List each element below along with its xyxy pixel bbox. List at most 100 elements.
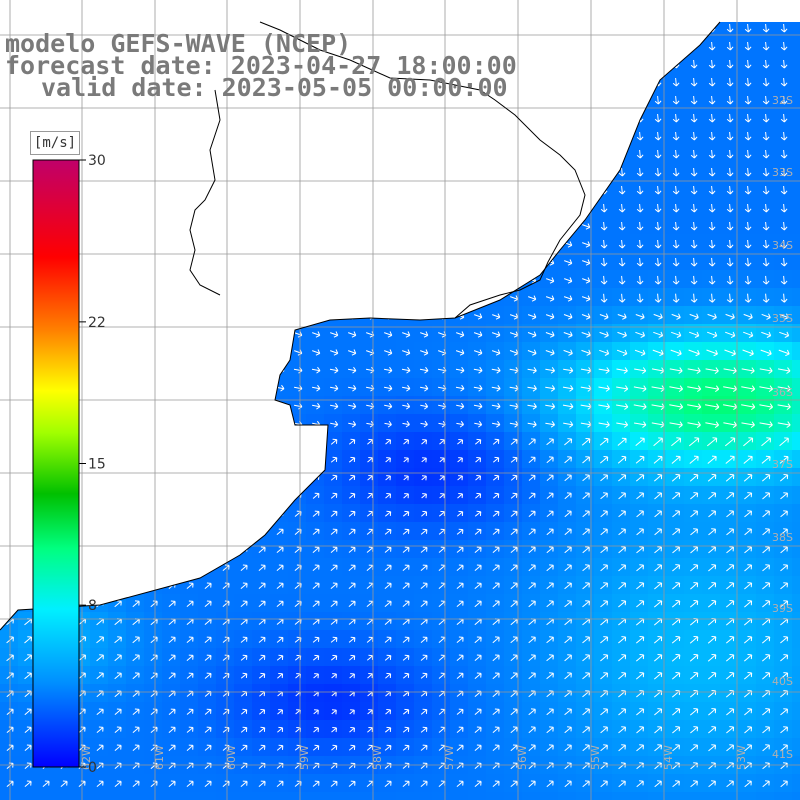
- speed-cell: [720, 90, 739, 109]
- wind-arrow: [778, 349, 790, 357]
- wind-arrow: [562, 385, 574, 392]
- wind-arrow: [563, 367, 574, 374]
- wind-arrow: [510, 295, 519, 302]
- wind-arrow: [186, 780, 194, 787]
- wind-arrow: [744, 582, 753, 590]
- wind-arrow: [618, 582, 626, 590]
- speed-cell: [702, 792, 721, 800]
- speed-cell: [738, 684, 757, 703]
- wind-arrow: [726, 185, 734, 195]
- speed-cell: [684, 252, 703, 271]
- speed-cell: [756, 486, 775, 505]
- speed-cell: [738, 648, 757, 667]
- wind-arrow: [492, 474, 500, 481]
- speed-cell: [126, 702, 145, 721]
- speed-cell: [450, 720, 469, 739]
- wind-arrow: [204, 654, 212, 661]
- speed-cell: [792, 774, 800, 793]
- speed-cell: [504, 414, 523, 433]
- wind-arrow: [725, 331, 736, 339]
- speed-cell: [720, 216, 739, 235]
- wind-arrow: [527, 331, 537, 338]
- speed-cell: [756, 738, 775, 757]
- speed-cell: [216, 720, 235, 739]
- wind-arrow: [616, 385, 629, 392]
- wind-arrow: [744, 113, 752, 123]
- speed-cell: [576, 594, 595, 613]
- wind-arrow: [582, 744, 590, 752]
- speed-cell: [648, 504, 667, 523]
- wind-arrow: [510, 546, 518, 553]
- wind-arrow: [654, 149, 662, 159]
- speed-cell: [774, 216, 793, 235]
- speed-cell: [666, 594, 685, 613]
- wind-arrow: [653, 654, 663, 662]
- wind-arrow: [744, 744, 752, 752]
- speed-cell: [396, 522, 415, 541]
- speed-cell: [594, 666, 613, 685]
- wind-arrow: [672, 708, 681, 716]
- wind-arrow: [240, 582, 248, 589]
- speed-cell: [756, 576, 775, 595]
- wind-arrow: [689, 313, 699, 320]
- wind-arrow: [384, 528, 392, 535]
- lat-label: 36S: [772, 386, 793, 399]
- speed-cell: [558, 702, 577, 721]
- speed-cell: [306, 378, 325, 397]
- speed-cell: [252, 666, 271, 685]
- wind-arrow: [600, 600, 608, 608]
- wind-arrow: [384, 654, 392, 661]
- wind-arrow: [600, 564, 608, 572]
- wind-arrow: [744, 293, 752, 303]
- wind-arrow: [457, 457, 463, 463]
- wind-arrow: [348, 582, 356, 589]
- wind-arrow: [473, 384, 483, 392]
- speed-cell: [180, 666, 199, 685]
- wind-arrow: [779, 437, 789, 447]
- wind-arrow: [456, 331, 465, 338]
- speed-cell: [342, 450, 361, 469]
- speed-cell: [468, 558, 487, 577]
- wind-arrow: [475, 492, 482, 499]
- speed-cell: [378, 504, 397, 523]
- wind-arrow: [636, 726, 644, 734]
- speed-cell: [720, 162, 739, 181]
- speed-cell: [594, 252, 613, 271]
- speed-cell: [756, 684, 775, 703]
- speed-cell: [792, 414, 800, 433]
- speed-cell: [180, 684, 199, 703]
- speed-cell: [774, 360, 793, 379]
- speed-cell: [54, 774, 73, 793]
- speed-cell: [486, 666, 505, 685]
- wind-arrow: [528, 708, 536, 716]
- speed-cell: [360, 612, 379, 631]
- speed-cell: [522, 792, 541, 800]
- speed-cell: [0, 702, 19, 721]
- speed-cell: [360, 396, 379, 415]
- speed-cell: [504, 432, 523, 451]
- wind-arrow: [654, 95, 662, 105]
- wind-arrow: [348, 331, 357, 338]
- wind-arrow: [563, 313, 573, 320]
- lon-label: 53W: [735, 745, 748, 770]
- wind-arrow: [168, 600, 176, 607]
- speed-cell: [774, 198, 793, 217]
- wind-arrow: [672, 582, 681, 590]
- speed-cell: [612, 720, 631, 739]
- speed-cell: [486, 360, 505, 379]
- speed-cell: [612, 180, 631, 199]
- wind-arrow: [708, 239, 716, 249]
- wind-arrow: [777, 421, 791, 428]
- speed-cell: [522, 468, 541, 487]
- speed-cell: [684, 450, 703, 469]
- wind-arrow: [689, 455, 699, 464]
- speed-cell: [378, 360, 397, 379]
- wind-arrow: [744, 492, 753, 500]
- wind-arrow: [600, 203, 608, 213]
- wind-arrow: [385, 672, 392, 679]
- speed-cell: [414, 378, 433, 397]
- speed-cell: [324, 414, 343, 433]
- speed-cell: [558, 720, 577, 739]
- wind-arrow: [654, 744, 662, 752]
- speed-cell: [792, 540, 800, 559]
